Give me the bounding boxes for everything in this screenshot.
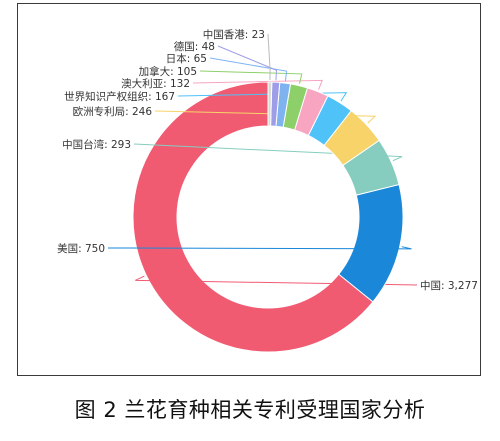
leader-line-6 xyxy=(199,70,303,84)
slice-label-5: 澳大利亚: 132 xyxy=(121,77,190,90)
leader-line-7 xyxy=(209,57,288,82)
donut-chart: 中国: 3,277 美国: 750 中国台湾: 293 欧洲专利局: 246 世界知识产… xyxy=(57,28,478,353)
slice-0[interactable] xyxy=(132,81,374,353)
leader-line-4 xyxy=(177,92,348,102)
leader-line-1 xyxy=(107,246,412,250)
leader-line-3 xyxy=(154,110,377,124)
slice-label-4: 世界知识产权组织: 167 xyxy=(64,90,175,103)
leader-line-0 xyxy=(135,275,418,286)
slice-9[interactable] xyxy=(267,81,273,127)
leader-line-5 xyxy=(192,79,323,90)
slice-label-7: 日本: 65 xyxy=(166,52,207,65)
slice-label-0: 中国: 3,277 xyxy=(420,279,478,292)
figure-caption: 图 2 兰花育种相关专利受理国家分析 xyxy=(74,398,426,422)
leader-line-9 xyxy=(267,33,271,81)
slice-label-1: 美国: 750 xyxy=(57,242,105,255)
chart-frame: 中国: 3,277 美国: 750 中国台湾: 293 欧洲专利局: 246 世界知识产… xyxy=(17,3,481,376)
leader-line-2 xyxy=(133,143,403,162)
slice-label-9: 中国香港: 23 xyxy=(203,28,265,41)
slice-label-6: 加拿大: 105 xyxy=(139,65,197,78)
slice-label-3: 欧洲专利局: 246 xyxy=(73,105,153,118)
slice-label-8: 德国: 48 xyxy=(174,40,215,53)
slice-label-2: 中国台湾: 293 xyxy=(62,138,131,151)
leader-line-8 xyxy=(217,45,278,81)
